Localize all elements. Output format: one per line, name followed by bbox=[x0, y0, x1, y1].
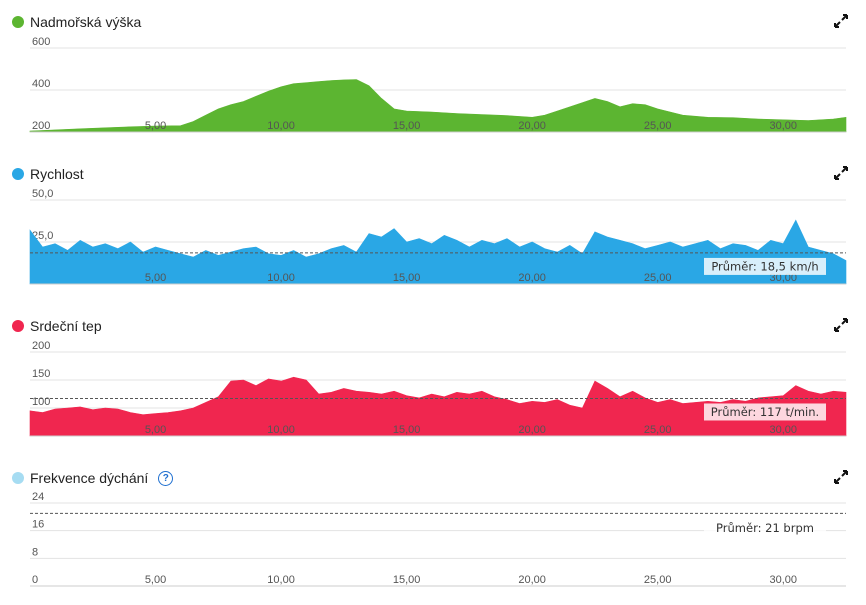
help-icon[interactable]: ? bbox=[158, 470, 174, 486]
x-tick-label: 15,00 bbox=[393, 424, 421, 436]
x-tick-label: 30,00 bbox=[769, 120, 797, 132]
x-tick-label: 10,00 bbox=[267, 120, 295, 132]
average-label-bg bbox=[704, 257, 826, 275]
x-tick-label: 15,00 bbox=[393, 120, 421, 132]
heart-rate-chart: 200150100505,0010,0015,0020,0025,0030,00… bbox=[29, 340, 847, 437]
respiration-panel: Frekvence dýchání ? 24 16 8 0 5,00 10,00 15,00… bbox=[0, 468, 866, 605]
heart-rate-expand-icon[interactable] bbox=[834, 318, 848, 332]
x-tick-label: 5,00 bbox=[145, 424, 166, 436]
average-label-bg bbox=[704, 403, 826, 421]
y-tick-label: 8 bbox=[32, 546, 38, 558]
x-tick-label: 30,00 bbox=[769, 272, 797, 284]
y-tick-label: 24 bbox=[32, 491, 44, 503]
y-tick-label: 50,0 bbox=[32, 188, 53, 200]
x-tick-label: 5,00 bbox=[145, 120, 166, 132]
x-tick-label: 5,00 bbox=[145, 272, 166, 284]
average-label: Průměr: 18,5 km/h bbox=[711, 259, 818, 273]
respiration-expand-icon[interactable] bbox=[834, 470, 848, 484]
average-label-bg bbox=[704, 519, 826, 537]
x-tick-label: 25,00 bbox=[644, 272, 672, 284]
respiration-title: Frekvence dýchání bbox=[30, 470, 149, 486]
heart-rate-panel: Srdeční tep 200150100505,0010,0015,0020,… bbox=[0, 316, 866, 446]
series-area bbox=[29, 79, 847, 133]
y-tick-label: 25,0 bbox=[32, 230, 53, 242]
elevation-chart: 600 400 200 5,00 10,00 15,00 20,00 25,00 30,00 bbox=[29, 36, 847, 133]
x-tick-label: 10,00 bbox=[267, 272, 295, 284]
elevation-legend-dot bbox=[12, 16, 24, 28]
series-area bbox=[29, 219, 847, 285]
average-label: Průměr: 21 brpm bbox=[716, 521, 814, 535]
y-tick-label: 150 bbox=[32, 368, 50, 380]
x-tick-label: 5,00 bbox=[145, 574, 166, 586]
x-tick-label: 30,00 bbox=[769, 424, 797, 436]
speed-title: Rychlost bbox=[30, 166, 84, 182]
speed-chart: 50,025,00,05,0010,0015,0020,0025,0030,00… bbox=[29, 188, 847, 285]
x-tick-label: 20,00 bbox=[518, 272, 546, 284]
y-tick-label: 100 bbox=[32, 396, 50, 408]
x-tick-label: 30,00 bbox=[769, 574, 797, 586]
x-tick-label: 20,00 bbox=[518, 424, 546, 436]
series-area bbox=[29, 376, 847, 437]
x-tick-label: 10,00 bbox=[267, 424, 295, 436]
y-tick-label: 200 bbox=[32, 120, 50, 132]
speed-header: Rychlost bbox=[12, 164, 84, 184]
x-tick-label: 15,00 bbox=[393, 272, 421, 284]
elevation-title: Nadmořská výška bbox=[30, 14, 142, 30]
y-tick-label: 400 bbox=[32, 78, 50, 90]
x-tick-label: 25,00 bbox=[644, 424, 672, 436]
elevation-header: Nadmořská výška bbox=[12, 12, 141, 32]
x-tick-label: 20,00 bbox=[518, 120, 546, 132]
heart-rate-title: Srdeční tep bbox=[30, 318, 102, 334]
x-tick-label: 20,00 bbox=[518, 574, 546, 586]
y-tick-label: 600 bbox=[32, 36, 50, 48]
elevation-expand-icon[interactable] bbox=[834, 14, 848, 28]
y-tick-label: 200 bbox=[32, 340, 50, 352]
x-tick-label: 25,00 bbox=[644, 120, 672, 132]
average-label: Průměr: 117 t/min. bbox=[711, 405, 819, 419]
elevation-panel: Nadmořská výška 600 400 200 5,00 10,00 15,00 2… bbox=[0, 12, 866, 142]
speed-panel: Rychlost 50,025,00,05,0010,0015,0020,002… bbox=[0, 164, 866, 294]
x-tick-label: 15,00 bbox=[393, 574, 421, 586]
speed-expand-icon[interactable] bbox=[834, 166, 848, 180]
heart-rate-header: Srdeční tep bbox=[12, 316, 102, 336]
respiration-header: Frekvence dýchání ? bbox=[12, 468, 174, 488]
speed-legend-dot bbox=[12, 168, 24, 180]
x-tick-label: 10,00 bbox=[267, 574, 295, 586]
y-tick-label: 0 bbox=[32, 574, 38, 586]
y-tick-label: 16 bbox=[32, 519, 44, 531]
respiration-chart: 24 16 8 0 5,00 10,00 15,00 20,00 25,00 30,00 Průmě… bbox=[30, 491, 846, 587]
respiration-legend-dot bbox=[12, 472, 24, 484]
x-tick-label: 25,00 bbox=[644, 574, 672, 586]
heart-rate-legend-dot bbox=[12, 320, 24, 332]
